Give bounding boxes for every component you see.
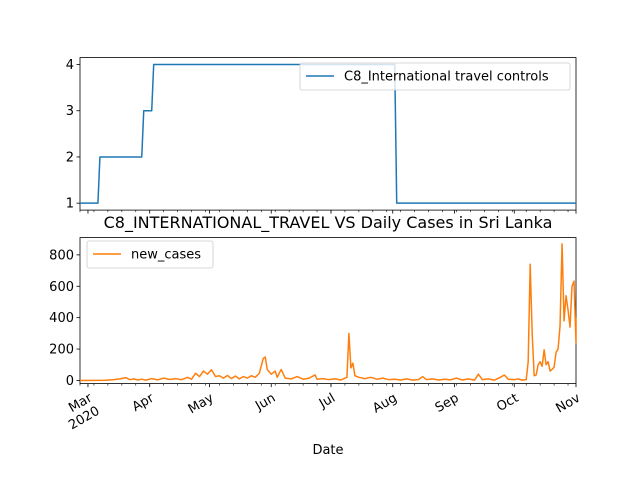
bottom-legend-box	[86, 240, 214, 269]
y-tick-label: 3	[66, 104, 74, 119]
top-legend-label: C8_International travel controls	[344, 70, 549, 85]
y-tick-label: 800	[49, 248, 74, 263]
top-axes-frame	[79, 57, 577, 211]
x-tick-label-group: Sep	[433, 391, 462, 416]
x-tick-label: Jul	[316, 391, 338, 412]
x-tick-label-group: May	[186, 391, 217, 418]
x-tick-label: Apr	[130, 390, 158, 415]
bottom-series	[79, 243, 577, 382]
x-tick-label: Sep	[433, 391, 462, 416]
bottom-legend: new_cases	[86, 240, 214, 269]
x-tick-label-group: Nov	[554, 391, 584, 417]
y-tick-label: 0	[66, 374, 74, 389]
bottom-y-ticks: 0 200 400 600 800	[49, 248, 80, 389]
top-legend-box	[299, 62, 571, 91]
top-legend: C8_International travel controls	[299, 62, 571, 91]
x-tick-label-group: Jun	[252, 391, 278, 415]
x-tick-label: May	[186, 391, 217, 418]
x-tick-label: Jun	[252, 391, 278, 415]
y-tick-label: 200	[49, 343, 74, 358]
bottom-legend-label: new_cases	[131, 248, 201, 263]
y-tick-label: 600	[49, 280, 74, 295]
y-tick-label: 2	[66, 150, 74, 165]
x-tick-label-group: Oct	[494, 391, 521, 415]
bottom-chart-title: C8_INTERNATIONAL_TRAVEL VS Daily Cases i…	[104, 213, 553, 233]
x-tick-label-group: Jul	[316, 391, 338, 412]
series-line	[80, 63, 576, 204]
top-series	[80, 63, 576, 204]
x-tick-label-group: Apr	[130, 390, 158, 415]
top-y-ticks: 1 2 3 4	[66, 58, 80, 212]
bottom-axes-frame	[79, 237, 577, 385]
y-tick-label: 1	[66, 197, 74, 212]
series-line	[79, 243, 577, 382]
top-axes: 1 2 3 4 C8_International travel controls	[66, 57, 577, 214]
top-x-ticks	[79, 210, 577, 214]
x-tick-label: Oct	[494, 391, 521, 415]
x-tick-label: Nov	[554, 391, 584, 417]
y-tick-label: 4	[66, 58, 74, 73]
x-axis-label: Date	[312, 443, 343, 458]
bottom-axes: C8_INTERNATIONAL_TRAVEL VS Daily Cases i…	[49, 213, 583, 458]
y-tick-label: 400	[49, 311, 74, 326]
x-tick-label-group: Aug	[370, 391, 399, 417]
x-tick-label: Aug	[370, 391, 399, 417]
